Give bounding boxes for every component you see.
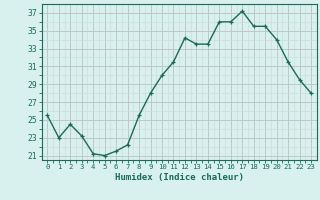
X-axis label: Humidex (Indice chaleur): Humidex (Indice chaleur): [115, 173, 244, 182]
